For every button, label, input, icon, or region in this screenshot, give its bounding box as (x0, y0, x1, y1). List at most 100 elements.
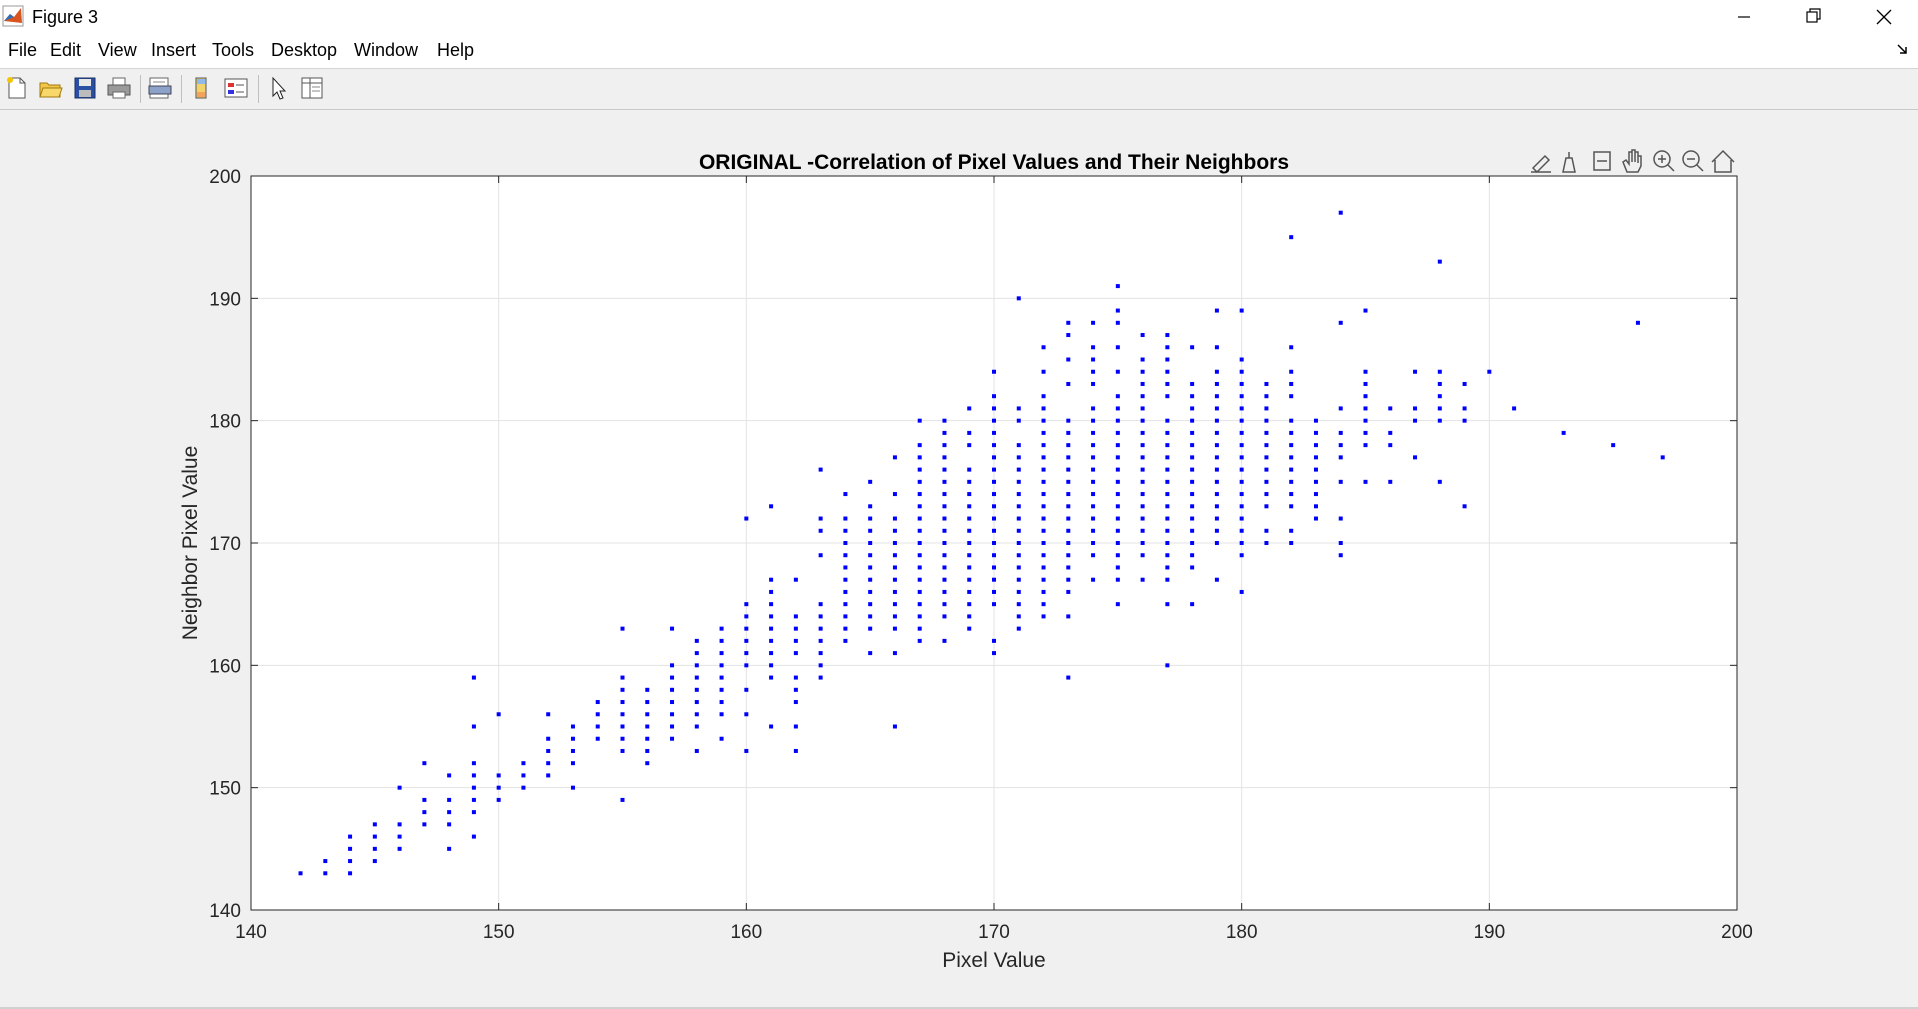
property-editor-button[interactable] (299, 75, 325, 101)
print-button[interactable] (106, 75, 132, 101)
data-point (471, 675, 476, 680)
y-tick-label: 170 (209, 534, 241, 555)
data-point (917, 516, 922, 521)
data-point (942, 443, 947, 448)
y-axis-label: Neighbor Pixel Value (179, 446, 202, 641)
data-point (1165, 553, 1170, 558)
brush-icon[interactable] (1531, 154, 1551, 174)
data-point (793, 577, 798, 582)
data-point (868, 602, 873, 607)
close-button[interactable] (1850, 0, 1918, 34)
restore-button[interactable] (1780, 0, 1848, 34)
data-point (992, 504, 996, 509)
data-point (1016, 626, 1021, 631)
menu-file[interactable]: File (8, 40, 38, 60)
zoom-out-icon[interactable] (1682, 150, 1704, 172)
open-file-button[interactable] (38, 75, 64, 101)
data-point (1214, 381, 1219, 386)
data-point (570, 785, 575, 790)
data-point (1214, 541, 1219, 545)
menu-desktop[interactable]: Desktop (271, 40, 338, 60)
data-point (1091, 479, 1096, 484)
data-point (917, 626, 922, 631)
data-point (892, 492, 897, 497)
data-point (1413, 455, 1418, 460)
data-point (1140, 541, 1145, 545)
data-point (967, 577, 972, 582)
data-point (694, 712, 699, 717)
figure-toolbar (0, 69, 1918, 110)
menu-edit[interactable]: Edit (50, 40, 82, 60)
data-point (546, 761, 551, 766)
data-point (1091, 418, 1096, 423)
data-point (942, 614, 947, 619)
y-tick-label: 180 (209, 412, 241, 433)
menu-window[interactable]: Window (354, 40, 419, 60)
data-point (1289, 381, 1294, 386)
pointer-button[interactable] (266, 75, 292, 101)
data-point (570, 748, 575, 753)
data-point (1041, 479, 1046, 484)
data-point (645, 748, 650, 753)
data-point (793, 748, 798, 753)
data-point (744, 663, 749, 668)
data-point (1016, 443, 1021, 448)
data-point (1388, 479, 1393, 484)
dock-arrow-icon[interactable] (1896, 42, 1910, 56)
data-point (1462, 418, 1467, 423)
data-point (570, 761, 575, 766)
data-point (1066, 443, 1071, 448)
data-point (892, 589, 897, 594)
data-point (992, 406, 996, 411)
data-point (546, 736, 551, 741)
data-point (942, 467, 947, 472)
minimize-icon (1738, 16, 1750, 18)
data-point (1190, 492, 1195, 497)
menu-help[interactable]: Help (437, 40, 475, 60)
data-point (1190, 430, 1195, 435)
pan-icon[interactable] (1622, 149, 1642, 173)
data-point (1016, 589, 1021, 594)
data-point (1313, 492, 1318, 497)
data-point (942, 504, 947, 509)
zoom-in-icon[interactable] (1653, 150, 1675, 172)
home-icon[interactable] (1711, 149, 1735, 173)
save-button[interactable] (72, 75, 98, 101)
data-tips-icon[interactable] (1562, 152, 1576, 173)
menu-tools[interactable]: Tools (212, 40, 255, 60)
data-point (967, 553, 972, 558)
data-point (843, 638, 848, 643)
data-point (1214, 577, 1219, 582)
menu-view[interactable]: View (98, 40, 137, 60)
x-tick-label: 150 (483, 922, 515, 943)
data-point (1091, 455, 1096, 460)
data-point (471, 724, 476, 729)
colorbar-button[interactable] (189, 75, 215, 101)
menu-insert[interactable]: Insert (151, 40, 197, 60)
data-point (1115, 528, 1120, 533)
data-point (1214, 369, 1219, 374)
data-point (1289, 467, 1294, 472)
figure-canvas[interactable]: 140 150 160 170 180 190 200 140 150 160 170 180 190 2… (0, 110, 1918, 1007)
data-point (992, 369, 996, 374)
data-point (620, 724, 625, 729)
data-point (843, 626, 848, 631)
print-preview-button[interactable] (147, 75, 173, 101)
data-point (1115, 492, 1120, 497)
legend-button[interactable] (223, 75, 249, 101)
data-point (892, 602, 897, 607)
data-point (645, 736, 650, 741)
data-point (744, 602, 749, 607)
new-figure-button[interactable] (4, 75, 30, 101)
minimize-button[interactable] (1710, 0, 1778, 34)
restore-view-icon[interactable] (1593, 151, 1611, 171)
data-point (1214, 492, 1219, 497)
data-point (1190, 602, 1195, 607)
data-point (694, 651, 699, 656)
data-point (967, 479, 972, 484)
data-point (1462, 406, 1467, 411)
data-point (1066, 479, 1071, 484)
y-tick-label: 160 (209, 656, 241, 677)
data-point (670, 687, 675, 692)
data-point (620, 700, 625, 705)
